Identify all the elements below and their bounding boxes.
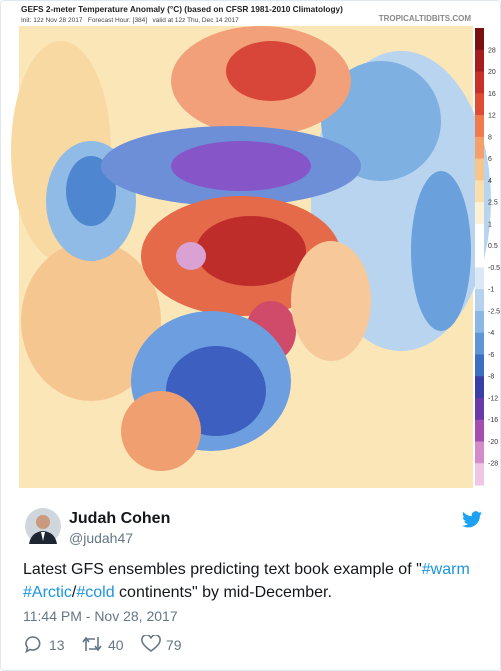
colorbar-swatch — [475, 310, 484, 334]
reply-icon[interactable] — [24, 635, 42, 653]
like-count: 79 — [166, 637, 182, 653]
colorbar-tick-label: -0.5 — [488, 265, 500, 272]
hashtag[interactable]: #cold — [76, 584, 115, 601]
colorbar-swatch — [475, 441, 484, 464]
map-image: GEFS 2-meter Temperature Anomaly (°C) (b… — [1, 1, 500, 493]
colorbar-tick-label: -6 — [488, 352, 494, 359]
colorbar-tick-label: -28 — [488, 461, 498, 468]
map-credit: TROPICALTIDBITS.COM — [379, 14, 472, 23]
text: Latest GFS ensembles predicting text boo… — [23, 561, 422, 578]
user-name[interactable]: Judah Cohen — [69, 510, 171, 527]
colorbar-swatch — [475, 49, 484, 73]
colorbar-tick-label: 4 — [488, 178, 492, 185]
colorbar-swatch — [475, 158, 484, 181]
colorbar-swatch — [475, 93, 484, 116]
colorbar-swatch — [475, 180, 484, 203]
colorbar: 28 20 16 12 8 6 4 2.5 1 0.5 -0.5 -1 -2.5 -4 -6 -8 -12 -16… — [475, 28, 500, 486]
like-icon[interactable] — [141, 635, 161, 653]
tweet-text: Latest GFS ensembles predicting text boo… — [23, 558, 483, 604]
colorbar-swatch — [475, 223, 484, 247]
colorbar-swatch — [475, 115, 484, 138]
text: continents" by mid-December. — [114, 584, 332, 601]
map-subtitle: Init: 12z Nov 28 2017 Forecast Hour: [38… — [21, 17, 239, 24]
colorbar-tick-label: 16 — [488, 91, 496, 98]
retweet-icon[interactable] — [81, 635, 103, 653]
colorbar-swatch — [475, 245, 484, 268]
colorbar-swatch — [475, 71, 484, 94]
colorbar-tick-label: -1 — [488, 287, 494, 294]
colorbar-swatch — [475, 463, 484, 486]
colorbar-tick-label: 20 — [488, 69, 496, 76]
text: / — [71, 584, 77, 601]
colorbar-tick-label: -20 — [488, 439, 498, 446]
avatar — [25, 508, 61, 544]
reply-count: 13 — [49, 637, 65, 653]
colorbar-tick-label: -2.5 — [488, 308, 500, 315]
colorbar-tick-label: 12 — [488, 113, 496, 120]
map-field — [11, 26, 491, 488]
colorbar-tick-label: -4 — [488, 330, 494, 337]
colorbar-swatch — [475, 289, 484, 312]
colorbar-tick-label: 8 — [488, 134, 492, 141]
hashtag[interactable]: #warm — [421, 561, 470, 578]
colorbar-swatch — [475, 267, 484, 290]
colorbar-tick-label: 0.5 — [488, 243, 498, 250]
twitter-logo[interactable] — [462, 511, 482, 528]
colorbar-tick-label: 2.5 — [488, 200, 498, 207]
colorbar-swatch — [475, 376, 484, 399]
timestamp[interactable]: 11:44 PM - Nov 28, 2017 — [23, 608, 178, 624]
colorbar-swatch — [475, 332, 484, 355]
colorbar-tick-label: -16 — [488, 417, 498, 424]
colorbar-tick-label: -8 — [488, 374, 494, 381]
retweet-count: 40 — [108, 637, 124, 653]
colorbar-swatch — [475, 397, 484, 421]
colorbar-swatch — [475, 354, 484, 377]
colorbar-tick-label: 28 — [488, 47, 496, 54]
map-title: GEFS 2-meter Temperature Anomaly (°C) (b… — [21, 4, 343, 14]
colorbar-swatch — [475, 202, 484, 225]
hashtag[interactable]: #Arctic — [23, 584, 72, 601]
user-handle[interactable]: @judah47 — [69, 530, 134, 546]
colorbar-tick-label: 6 — [488, 156, 492, 163]
colorbar-swatch — [475, 28, 484, 51]
colorbar-swatch — [475, 136, 484, 160]
colorbar-tick-label: 1 — [488, 221, 492, 228]
colorbar-swatch — [475, 419, 484, 442]
colorbar-tick-label: -12 — [488, 395, 498, 402]
